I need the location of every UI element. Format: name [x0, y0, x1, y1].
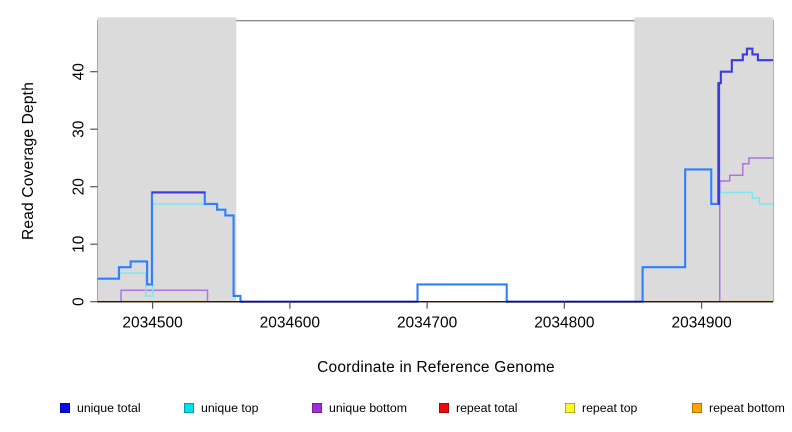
legend-label: repeat top	[582, 401, 638, 415]
series-line	[416, 283, 509, 303]
y-axis-title: Read Coverage Depth	[20, 81, 37, 241]
unique-total-swatch-icon	[60, 403, 70, 413]
legend-label: unique bottom	[329, 401, 407, 415]
y-tick-label: 40	[71, 63, 88, 81]
series-line	[718, 47, 773, 205]
legend-item-repeat-total: repeat total	[439, 399, 518, 417]
legend: unique total unique top unique bottom repea…	[0, 396, 792, 426]
unique-bottom-swatch-icon	[312, 403, 322, 413]
x-axis-title: Coordinate in Reference Genome	[317, 359, 555, 376]
legend-label: unique top	[201, 401, 259, 415]
x-tick-label: 2034900	[671, 315, 732, 332]
repeat-top-swatch-icon	[565, 403, 575, 413]
y-tick-label: 30	[71, 120, 88, 138]
legend-item-unique-bottom: unique bottom	[312, 399, 407, 417]
x-tick-label: 2034800	[534, 315, 595, 332]
legend-item-unique-top: unique top	[184, 399, 258, 417]
unique-top-swatch-icon	[184, 403, 194, 413]
shaded-region	[97, 17, 237, 302]
y-tick-label: 0	[71, 297, 88, 306]
x-tick-label: 2034700	[397, 315, 458, 332]
coverage-plot-canvas: 2034500 2034600 2034700 2034800 2034900 0 10 20…	[71, 17, 774, 332]
legend-label: unique total	[77, 401, 141, 415]
y-tick-label: 10	[71, 235, 88, 253]
legend-item-repeat-top: repeat top	[565, 399, 637, 417]
shaded-region	[634, 17, 773, 302]
series-line	[718, 157, 773, 303]
repeat-bottom-swatch-icon	[692, 403, 702, 413]
legend-label: repeat bottom	[709, 401, 785, 415]
y-tick-label: 20	[71, 178, 88, 196]
x-axis-ticks: 2034500 2034600 2034700 2034800 2034900	[122, 301, 732, 332]
series-line	[97, 191, 243, 303]
x-tick-label: 2034600	[260, 315, 321, 332]
y-axis-ticks: 0 10 20 30 40	[71, 63, 98, 306]
x-tick-label: 2034500	[122, 315, 183, 332]
repeat-total-swatch-icon	[439, 403, 449, 413]
legend-item-repeat-bottom: repeat bottom	[692, 399, 785, 417]
legend-item-unique-total: unique total	[60, 399, 141, 417]
legend-label: repeat total	[456, 401, 518, 415]
